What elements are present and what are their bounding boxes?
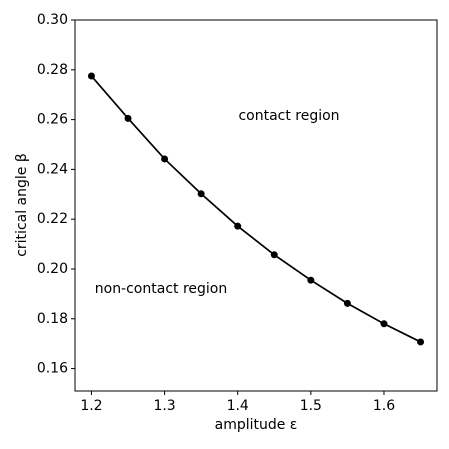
x-axis-label: amplitude ε <box>215 417 298 433</box>
marker <box>197 190 205 198</box>
y-tick-label: 0.26 <box>37 112 68 128</box>
x-tick-label: 1.2 <box>80 398 102 414</box>
marker <box>87 72 95 80</box>
marker <box>161 155 169 163</box>
marker <box>380 320 388 328</box>
marker <box>343 299 351 307</box>
y-tick-label: 0.28 <box>37 62 68 78</box>
plot-frame <box>74 19 438 392</box>
x-tick-label: 1.5 <box>300 398 322 414</box>
y-tick-label: 0.24 <box>37 161 68 177</box>
line <box>90 75 421 343</box>
marker <box>307 276 315 284</box>
marker <box>124 114 132 122</box>
annotation: non-contact region <box>95 281 227 297</box>
marker <box>234 222 242 230</box>
y-tick-label: 0.30 <box>37 12 68 28</box>
x-tick-label: 1.4 <box>227 398 249 414</box>
y-tick-label: 0.18 <box>37 311 68 327</box>
y-tick-label: 0.20 <box>37 261 68 277</box>
marker <box>417 338 425 346</box>
x-tick-label: 1.6 <box>373 398 395 414</box>
marker <box>270 251 278 259</box>
y-tick-label: 0.22 <box>37 211 68 227</box>
annotation: contact region <box>238 108 339 124</box>
x-tick-label: 1.3 <box>153 398 175 414</box>
y-axis-label: critical angle β <box>14 153 30 257</box>
y-tick-label: 0.16 <box>37 361 68 377</box>
